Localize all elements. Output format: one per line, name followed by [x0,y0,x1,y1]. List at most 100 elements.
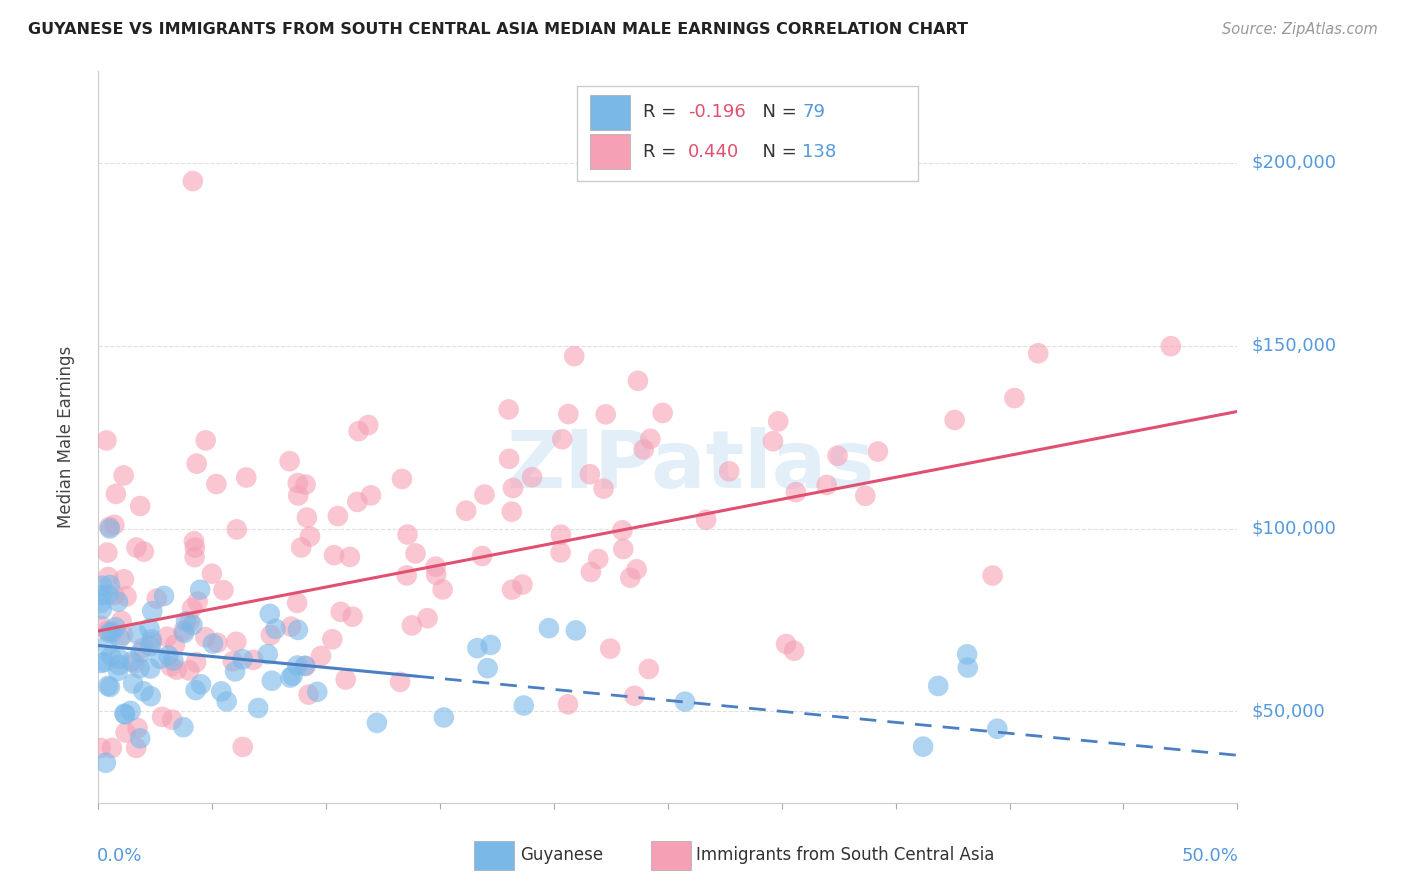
Point [156,630,179,644]
Point [104,620,127,634]
Point [201,566,224,581]
Point [307,685,329,699]
Point [145,591,167,606]
Point [96,624,118,638]
Point [108,631,131,645]
Point [132,684,155,698]
Point [619,571,641,585]
Point [360,488,382,502]
Point [342,609,364,624]
Point [537,621,560,635]
Text: $150,000: $150,000 [1251,336,1336,355]
Point [112,628,135,642]
Point [90,656,112,670]
Point [139,639,162,653]
Point [98,520,121,534]
FancyBboxPatch shape [474,841,515,870]
Point [586,552,609,566]
Text: 138: 138 [803,143,837,161]
Point [97,588,120,602]
Point [280,671,302,685]
Point [120,704,142,718]
Point [100,649,122,664]
Point [471,549,494,563]
Point [295,510,318,524]
Point [280,619,302,633]
Point [943,413,966,427]
Text: GUYANESE VS IMMIGRANTS FROM SOUTH CENTRAL ASIA MEDIAN MALE EARNINGS CORRELATION : GUYANESE VS IMMIGRANTS FROM SOUTH CENTRA… [28,22,969,37]
Point [91,579,114,593]
Point [112,706,135,721]
Point [138,622,160,636]
Point [294,477,316,491]
Point [103,517,125,532]
Point [357,418,380,433]
Point [433,710,456,724]
Point [432,582,454,597]
Point [285,658,308,673]
Point [90,740,112,755]
Point [181,174,204,188]
Text: $50,000: $50,000 [1251,702,1324,721]
Point [184,655,207,669]
Point [501,582,523,597]
Point [1160,339,1182,353]
Point [139,662,162,676]
Text: 79: 79 [803,103,825,121]
Point [172,624,194,638]
Point [127,627,149,641]
Point [101,625,124,640]
Point [232,739,254,754]
Point [416,611,439,625]
Point [108,652,131,666]
Point [132,544,155,558]
Point [579,467,602,482]
Point [290,541,312,555]
Point [157,648,180,663]
Point [1004,391,1026,405]
Point [194,434,217,448]
Point [96,434,118,448]
Point [612,524,634,538]
Point [247,701,270,715]
Point [125,541,148,555]
Point [173,625,195,640]
Point [98,680,121,694]
Point [107,595,129,609]
Point [783,644,806,658]
Point [160,713,183,727]
Point [479,638,502,652]
Point [129,731,152,746]
Point [96,545,118,559]
Point [94,756,117,770]
Point [956,648,979,662]
Point [673,695,696,709]
Point [124,656,146,670]
Point [260,673,283,688]
Point [853,489,876,503]
Text: Source: ZipAtlas.com: Source: ZipAtlas.com [1222,22,1378,37]
Point [827,449,849,463]
Y-axis label: Median Male Earnings: Median Male Earnings [56,346,75,528]
Point [474,487,496,501]
Point [287,476,309,491]
Point [163,638,186,652]
Point [181,618,204,632]
Point [183,534,205,549]
Point [389,674,412,689]
Point [785,485,807,500]
FancyBboxPatch shape [591,135,630,169]
Point [190,677,212,691]
Point [104,487,127,501]
Point [184,541,207,555]
Point [98,578,121,592]
Point [172,720,194,734]
Point [498,451,520,466]
Point [242,653,264,667]
Point [550,545,572,559]
Point [498,402,520,417]
Point [651,406,673,420]
Point [391,472,413,486]
Point [347,424,370,438]
Point [114,707,136,722]
